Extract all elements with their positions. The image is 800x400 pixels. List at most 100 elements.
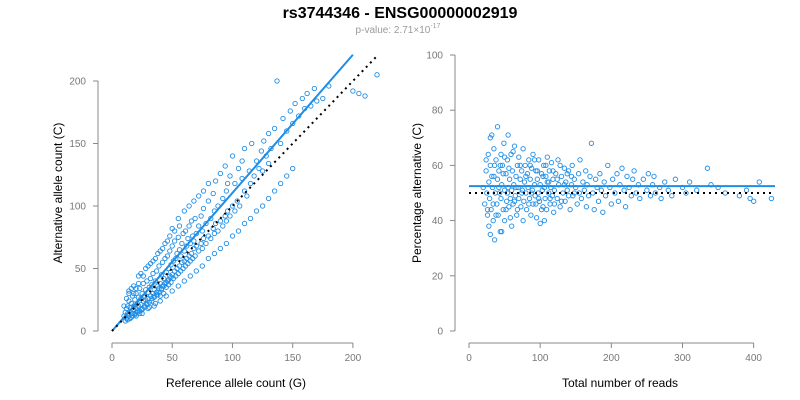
data-point xyxy=(184,243,190,249)
data-point xyxy=(540,204,546,210)
data-point xyxy=(600,209,606,215)
data-point xyxy=(540,173,546,180)
data-point xyxy=(615,198,622,204)
data-point xyxy=(164,253,171,259)
data-point xyxy=(147,260,154,267)
data-point xyxy=(179,240,185,247)
data-point xyxy=(153,289,160,295)
data-point xyxy=(258,148,265,154)
data-point xyxy=(497,162,503,169)
data-point xyxy=(253,158,260,164)
right-x-tick-label: 0 xyxy=(466,353,472,364)
data-point xyxy=(536,157,542,163)
data-point xyxy=(152,255,159,262)
data-point xyxy=(268,145,274,152)
data-point xyxy=(362,93,368,99)
data-point xyxy=(565,193,572,199)
data-point xyxy=(205,198,212,204)
data-point xyxy=(631,168,637,174)
data-point xyxy=(232,180,238,187)
data-point xyxy=(484,206,491,213)
data-point xyxy=(486,195,493,202)
data-point xyxy=(196,223,202,229)
data-point xyxy=(590,190,596,196)
data-point xyxy=(517,162,523,169)
data-point xyxy=(512,193,518,199)
right-x-tick-label: 400 xyxy=(745,353,762,364)
data-point xyxy=(486,223,492,229)
data-point xyxy=(162,240,168,247)
data-point xyxy=(192,253,198,259)
data-point xyxy=(538,171,545,177)
data-point xyxy=(186,223,192,229)
data-point xyxy=(320,95,326,102)
data-point xyxy=(501,154,508,160)
data-point xyxy=(210,190,216,197)
data-point xyxy=(621,187,627,193)
data-point xyxy=(544,154,550,160)
data-point xyxy=(495,212,501,218)
data-point xyxy=(491,237,498,243)
data-point xyxy=(153,268,160,274)
data-point xyxy=(131,290,137,297)
data-point xyxy=(490,217,496,224)
data-point xyxy=(488,206,494,213)
data-point xyxy=(546,179,552,185)
right-y-tick-label: 20 xyxy=(432,271,444,282)
data-point xyxy=(647,193,654,199)
data-point xyxy=(229,153,236,159)
left-x-tick-label: 0 xyxy=(109,353,115,364)
data-point xyxy=(683,190,689,196)
data-point xyxy=(487,162,493,169)
data-point xyxy=(500,171,506,177)
data-point xyxy=(149,282,155,288)
data-point xyxy=(203,240,209,247)
data-point xyxy=(220,195,226,202)
data-point xyxy=(523,206,530,213)
data-point xyxy=(156,289,162,295)
data-point xyxy=(265,160,272,167)
data-point xyxy=(528,212,534,218)
data-point xyxy=(499,228,505,235)
data-point xyxy=(509,223,515,229)
data-point xyxy=(175,283,181,289)
data-point xyxy=(290,120,296,127)
data-point xyxy=(568,173,575,180)
data-point xyxy=(314,98,320,104)
data-point xyxy=(159,259,166,265)
data-point xyxy=(630,176,636,182)
data-point xyxy=(499,162,506,169)
data-point xyxy=(241,188,248,194)
data-point xyxy=(537,220,543,227)
chart-subtitle: p-value: 2.71×10-17 xyxy=(356,23,441,36)
data-point xyxy=(227,173,233,179)
data-point xyxy=(171,238,178,244)
data-point xyxy=(736,193,743,199)
data-point xyxy=(482,201,488,207)
data-point xyxy=(249,140,255,147)
right-y-tick-label: 40 xyxy=(432,216,444,227)
data-point xyxy=(536,198,543,204)
data-point xyxy=(547,201,553,207)
data-point xyxy=(487,135,493,141)
data-point xyxy=(506,165,512,171)
data-point xyxy=(565,168,572,174)
data-point xyxy=(543,173,549,180)
data-point xyxy=(533,201,539,207)
data-point xyxy=(489,132,495,138)
right-y-tick-label: 100 xyxy=(426,51,443,62)
data-point xyxy=(722,190,728,196)
data-point xyxy=(188,218,195,224)
data-point xyxy=(143,265,149,272)
data-point xyxy=(551,209,557,215)
data-point xyxy=(259,203,266,209)
right-y-tick-label: 60 xyxy=(432,161,444,172)
data-point xyxy=(261,138,267,144)
data-point xyxy=(557,162,563,169)
data-point xyxy=(581,187,587,193)
data-point xyxy=(491,162,498,169)
data-point xyxy=(200,188,207,194)
data-point xyxy=(583,204,590,210)
data-point xyxy=(662,179,668,185)
data-point xyxy=(526,157,532,163)
